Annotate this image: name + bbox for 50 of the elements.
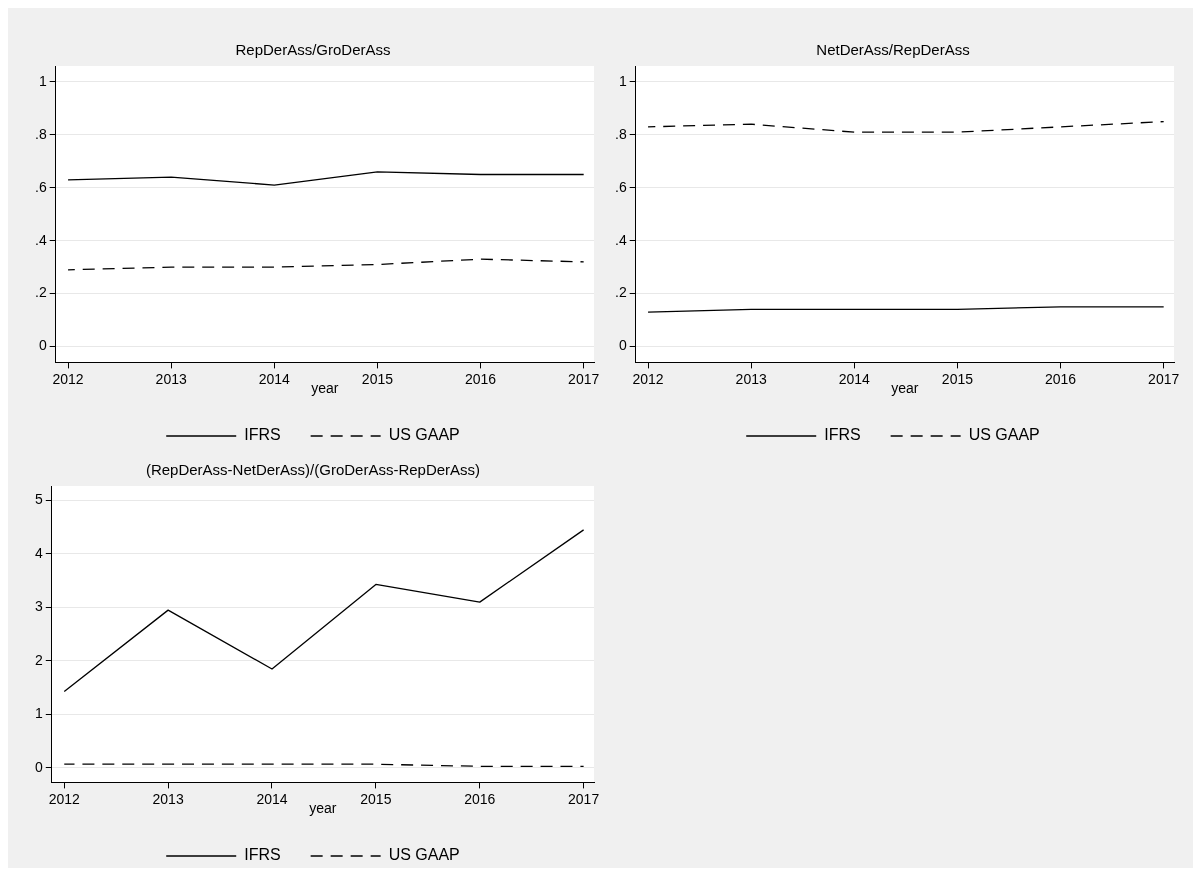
x-tick-label: 2016 xyxy=(1044,370,1077,387)
chart-title: RepDerAss/GroDerAss xyxy=(235,41,391,59)
x-tick-label: 2015 xyxy=(941,370,974,387)
x-axis-title: year xyxy=(891,380,919,397)
x-tick-label: 2014 xyxy=(256,790,288,807)
legend-label: US GAAP xyxy=(968,426,1040,444)
x-tick-label: 2014 xyxy=(838,370,871,387)
x-tick-label: 2012 xyxy=(632,370,664,387)
y-tick-label: 3 xyxy=(34,598,43,615)
y-tick-label: 0 xyxy=(618,337,627,354)
x-tick-label: 2016 xyxy=(464,790,496,807)
x-tick-label: 2012 xyxy=(52,370,84,387)
y-tick-label: .6 xyxy=(34,178,47,195)
y-tick-label: .8 xyxy=(614,125,627,142)
y-tick-label: 1 xyxy=(618,72,627,89)
legend-label: IFRS xyxy=(244,846,281,864)
x-tick-label: 2013 xyxy=(735,370,767,387)
y-tick-label: 5 xyxy=(34,491,43,508)
x-axis-title: year xyxy=(311,380,339,397)
y-tick-label: 2 xyxy=(34,651,43,668)
y-tick-label: 1 xyxy=(34,705,43,722)
x-tick-label: 2015 xyxy=(361,370,394,387)
x-tick-label: 2017 xyxy=(1148,370,1180,387)
chart-title: (RepDerAss-NetDerAss)/(GroDerAss-RepDerAss) xyxy=(145,461,481,479)
x-tick-label: 2012 xyxy=(48,790,81,807)
y-tick-label: .6 xyxy=(614,178,627,195)
legend-label: US GAAP xyxy=(388,426,460,444)
x-tick-label: 2017 xyxy=(568,790,600,807)
legend-label: IFRS xyxy=(244,426,281,444)
y-tick-label: .4 xyxy=(34,231,47,248)
y-tick-label: 0 xyxy=(38,337,47,354)
y-tick-label: .2 xyxy=(34,284,47,301)
y-tick-label: .4 xyxy=(614,231,627,248)
y-tick-label: 4 xyxy=(34,544,43,561)
y-tick-label: .2 xyxy=(614,284,627,301)
x-tick-label: 2013 xyxy=(152,790,184,807)
chart-title: NetDerAss/RepDerAss xyxy=(816,41,970,59)
y-tick-label: .8 xyxy=(34,125,47,142)
legend-label: IFRS xyxy=(824,426,861,444)
y-tick-label: 0 xyxy=(34,758,43,775)
x-tick-label: 2016 xyxy=(464,370,497,387)
x-tick-label: 2014 xyxy=(258,370,291,387)
line-series xyxy=(647,120,1165,133)
line-series xyxy=(67,258,585,271)
x-tick-label: 2017 xyxy=(568,370,600,387)
y-tick-label: 1 xyxy=(38,72,47,89)
legend-label: US GAAP xyxy=(388,846,460,864)
x-tick-label: 2015 xyxy=(360,790,392,807)
x-axis-title: year xyxy=(309,800,337,817)
x-tick-label: 2013 xyxy=(155,370,187,387)
